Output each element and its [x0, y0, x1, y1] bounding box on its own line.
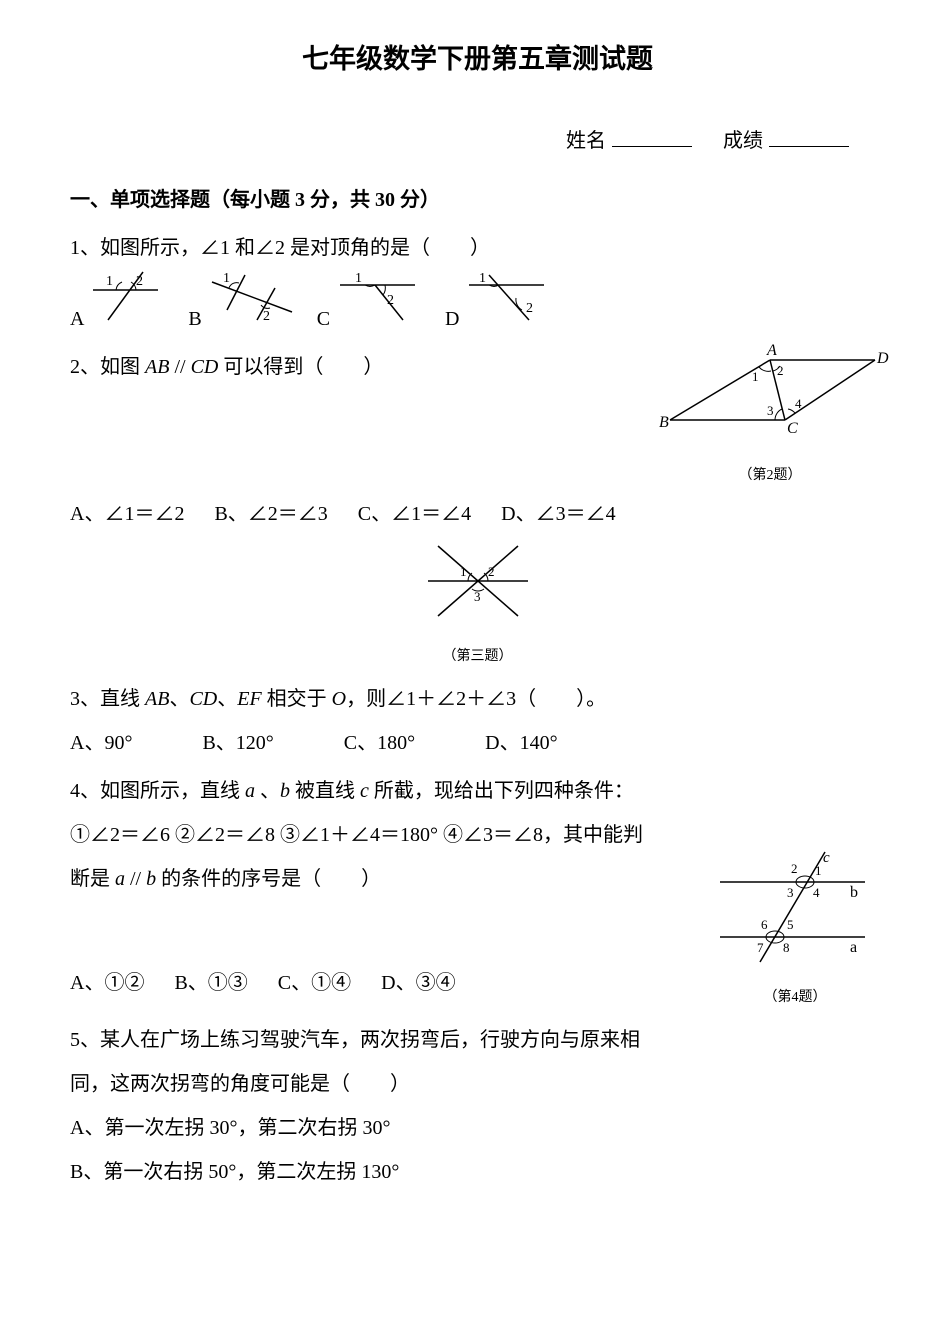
- q4-a: a: [245, 780, 255, 802]
- question-3: 3、直线 AB、CD、EF 相交于 O，则∠1＋∠2＋∠3（ ）。 A、90° …: [70, 677, 885, 765]
- svg-text:5: 5: [787, 917, 794, 932]
- q3-opt-c: C、180°: [344, 721, 415, 765]
- q1-fig-a: 1 2: [88, 270, 168, 325]
- q1-opt-a: A 1 2: [70, 270, 168, 341]
- q1-fig-d: 1 2: [464, 270, 554, 325]
- q4-b: b: [280, 780, 290, 802]
- question-4: 4、如图所示，直线 a 、b 被直线 c 所截，现给出下列四种条件： ①∠2＝∠…: [70, 769, 885, 1014]
- q3-ef: EF: [237, 688, 261, 710]
- question-2: A D B C 1 2 3 4 （第2题） 2、如图 AB // CD 可以得到…: [70, 345, 885, 536]
- q1-fig-c: 1 2: [335, 270, 425, 325]
- svg-text:2: 2: [387, 293, 394, 308]
- svg-text:4: 4: [795, 396, 802, 411]
- q4-c: c: [360, 780, 369, 802]
- name-label: 姓名: [566, 130, 606, 152]
- svg-text:1: 1: [106, 274, 113, 289]
- svg-text:2: 2: [777, 363, 784, 378]
- q2-par: //: [169, 356, 190, 378]
- name-blank: [612, 124, 692, 147]
- q3-opt-a: A、90°: [70, 721, 132, 765]
- svg-text:2: 2: [136, 274, 143, 289]
- svg-text:A: A: [766, 342, 777, 359]
- svg-text:2: 2: [263, 309, 270, 324]
- score-label: 成绩: [723, 130, 763, 152]
- q2-text-pre: 2、如图: [70, 356, 145, 378]
- svg-text:2: 2: [791, 861, 798, 876]
- svg-text:c: c: [823, 850, 830, 866]
- svg-text:1: 1: [355, 271, 362, 286]
- svg-text:D: D: [876, 350, 889, 367]
- svg-text:3: 3: [787, 885, 794, 900]
- question-5: 5、某人在广场上练习驾驶汽车，两次拐弯后，行驶方向与原来相 同，这两次拐弯的角度…: [70, 1018, 885, 1194]
- svg-text:3: 3: [767, 403, 774, 418]
- q4-figure: 2 1 3 4 6 5 7 8 b a c （第4题）: [705, 847, 885, 1014]
- page-title: 七年级数学下册第五章测试题: [70, 30, 885, 89]
- q1-opt-b: B 1 2: [188, 270, 296, 341]
- svg-text:1: 1: [815, 863, 822, 878]
- svg-text:8: 8: [783, 940, 790, 955]
- svg-text:2: 2: [488, 564, 495, 579]
- q2-opt-b: B、∠2＝∠3: [214, 492, 327, 536]
- q3-opt-d: D、140°: [485, 721, 557, 765]
- q2-text-post: 可以得到（ ）: [218, 356, 383, 378]
- q4-opt-c: C、①④: [278, 961, 351, 1005]
- q1-text: 1、如图所示，∠1 和∠2 是对顶角的是（ ）: [70, 226, 885, 270]
- student-info: 姓名 成绩: [70, 119, 885, 163]
- q4-opt-d: D、③④: [381, 961, 455, 1005]
- q1-fig-b: 1 2: [207, 270, 297, 325]
- svg-text:7: 7: [757, 940, 764, 955]
- svg-text:1: 1: [479, 271, 486, 286]
- q3-o: O: [332, 688, 346, 710]
- q4-caption: （第4题）: [705, 983, 885, 1014]
- svg-text:1: 1: [223, 271, 230, 286]
- q1-opt-c: C 1 2: [317, 270, 425, 341]
- q5-line2: 同，这两次拐弯的角度可能是（ ）: [70, 1062, 885, 1106]
- svg-text:1: 1: [752, 369, 759, 384]
- q3-figure: 1 2 3 （第三题）: [70, 536, 885, 673]
- score-blank: [769, 124, 849, 147]
- q3-opt-b: B、120°: [202, 721, 273, 765]
- q5-line1: 5、某人在广场上练习驾驶汽车，两次拐弯后，行驶方向与原来相: [70, 1018, 885, 1062]
- q3-caption: （第三题）: [70, 642, 885, 673]
- svg-text:a: a: [850, 939, 857, 956]
- q2-caption: （第2题）: [655, 461, 885, 492]
- q5-opt-a: A、第一次左拐 30°，第二次右拐 30°: [70, 1106, 885, 1150]
- question-1: 1、如图所示，∠1 和∠2 是对顶角的是（ ） A 1 2 B 1 2: [70, 226, 885, 341]
- q4-opt-a: A、①②: [70, 961, 144, 1005]
- svg-text:3: 3: [474, 589, 481, 604]
- q3-cd: CD: [189, 688, 217, 710]
- q2-opt-a: A、∠1＝∠2: [70, 492, 184, 536]
- q2-opt-d: D、∠3＝∠4: [501, 492, 615, 536]
- svg-text:C: C: [787, 420, 798, 437]
- svg-text:B: B: [659, 414, 669, 431]
- q2-ab: AB: [145, 356, 169, 378]
- svg-text:1: 1: [460, 564, 467, 579]
- svg-text:2: 2: [526, 301, 533, 316]
- q4-opt-b: B、①③: [174, 961, 247, 1005]
- q1-opt-d: D 1 2: [445, 270, 554, 341]
- q2-figure: A D B C 1 2 3 4 （第2题）: [655, 345, 885, 492]
- svg-text:6: 6: [761, 917, 768, 932]
- q3-ab: AB: [145, 688, 169, 710]
- section-1-heading: 一、单项选择题（每小题 3 分，共 30 分）: [70, 178, 885, 222]
- q3-pre: 3、直线: [70, 688, 145, 710]
- q5-opt-b: B、第一次右拐 50°，第二次左拐 130°: [70, 1150, 885, 1194]
- svg-text:4: 4: [813, 885, 820, 900]
- q2-cd: CD: [191, 356, 219, 378]
- q2-opt-c: C、∠1＝∠4: [358, 492, 471, 536]
- svg-text:b: b: [850, 884, 858, 901]
